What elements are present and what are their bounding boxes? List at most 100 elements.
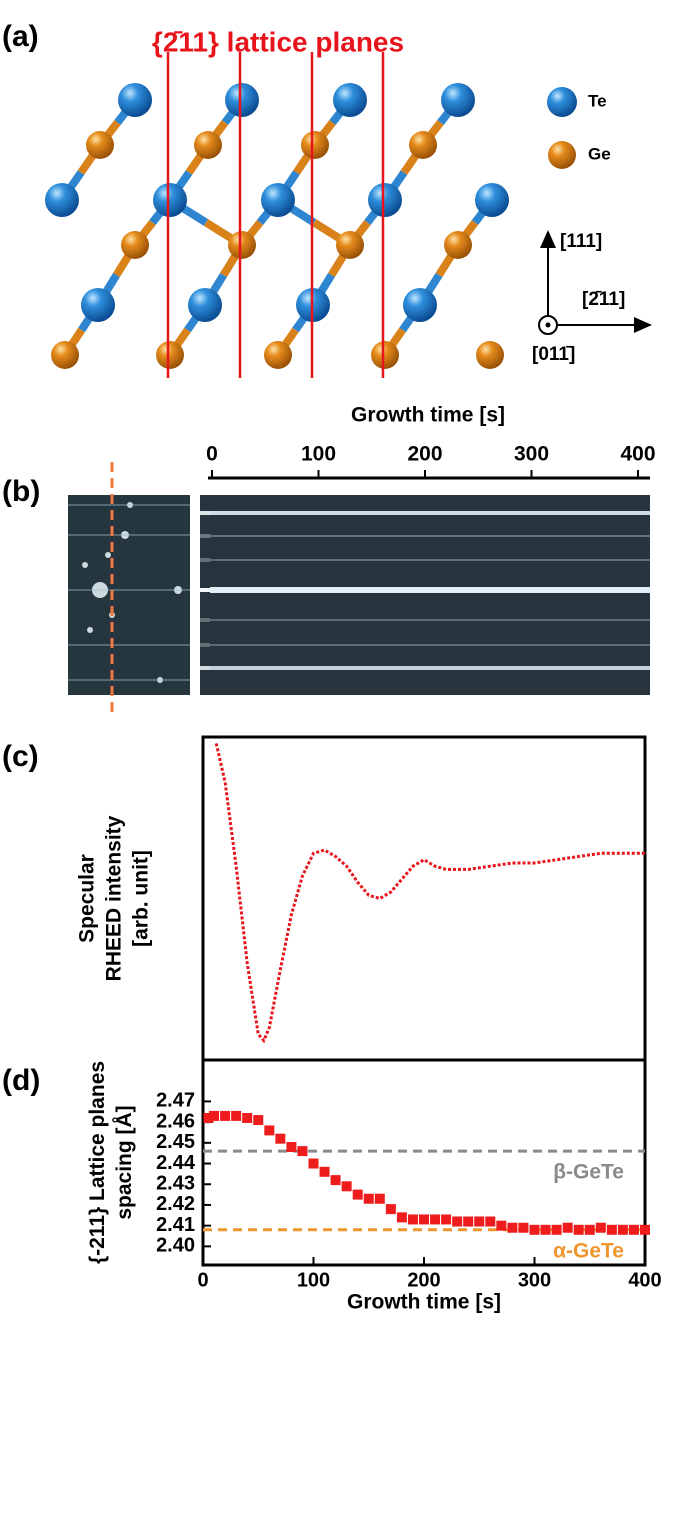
data-point [363,1193,374,1204]
ge-atom [156,341,184,369]
data-point [319,1166,330,1177]
data-point [452,1216,463,1227]
streak [210,559,650,561]
data-point [628,1224,639,1235]
rheed-streak-image [200,495,650,695]
ge-atom [301,131,329,159]
y-tick-label: 2.41 [156,1214,195,1236]
data-point [573,1224,584,1235]
axis-title: Growth time [s] [347,1291,501,1314]
panel-label: (b) [2,475,40,508]
streak [210,644,650,646]
streak [210,619,650,621]
direction-label: [2̄11] [582,289,625,310]
data-point [209,1110,220,1121]
diffraction-spot [87,627,93,633]
data-point [396,1212,407,1223]
x-tick-label: 300 [518,1269,551,1291]
data-point [430,1214,441,1225]
data-point [385,1204,396,1215]
data-point [407,1214,418,1225]
data-point [507,1222,518,1233]
data-point [330,1175,341,1186]
data-point [617,1224,628,1235]
reference-label: α-GeTe [553,1239,624,1262]
y-tick-label: 2.43 [156,1173,195,1195]
spot [200,534,210,538]
x-tick-label: 0 [206,443,218,466]
planes-title: {2̄11} lattice planes [152,26,404,57]
data-point [485,1216,496,1227]
y-axis-title: spacing [Å] [112,1105,136,1219]
panel-label: (d) [2,1064,40,1097]
y-axis-title: RHEED intensity [103,815,126,981]
te-atom [261,183,295,217]
te-atom [188,288,222,322]
ge-atom [444,231,472,259]
spot [200,666,210,670]
x-tick-label: 400 [628,1269,661,1291]
data-point [419,1214,429,1225]
y-tick-label: 2.46 [156,1110,195,1132]
axis-title: Growth time [s] [351,404,505,427]
data-point [264,1125,275,1136]
te-atom [475,183,509,217]
data-point [341,1181,352,1192]
out-of-plane-dot [545,322,551,328]
x-tick-label: 100 [297,1269,330,1291]
data-point [297,1146,308,1157]
te-atom [368,183,402,217]
y-tick-label: 2.47 [156,1090,195,1112]
y-tick-label: 2.44 [156,1152,196,1174]
data-point [474,1216,485,1227]
ge-atom [228,231,256,259]
spot [200,618,210,622]
y-tick-label: 2.40 [156,1235,195,1257]
x-tick-label: 400 [620,443,655,466]
ge-atom [121,231,149,259]
data-point [640,1224,650,1235]
te-atom [403,288,437,322]
te-atom [333,83,367,117]
data-point [374,1193,385,1204]
te-atom [118,83,152,117]
data-point [220,1110,231,1121]
ge-atom [336,231,364,259]
rheed-images [68,462,650,718]
streak [210,587,650,593]
data-point [562,1222,573,1233]
y-axis-title: [arb. unit] [130,850,153,947]
data-point [275,1133,286,1144]
data-point [242,1112,253,1123]
legend-label: Te [588,91,607,110]
data-point [203,1112,214,1123]
plot-frame [201,735,647,1062]
ge-atom [264,341,292,369]
streak [210,666,650,670]
legend-ge-atom [548,141,576,169]
direction-label: [111] [560,231,602,252]
data-point [308,1158,319,1169]
crystal-structure [45,52,509,378]
data-point [518,1222,529,1233]
spot [200,643,210,647]
y-tick-label: 2.42 [156,1193,195,1215]
data-point [496,1220,507,1231]
y-axis-title: Specular [76,854,99,943]
x-tick-label: 200 [407,443,442,466]
panel-label: (a) [2,20,39,53]
data-point [551,1224,562,1235]
data-point [463,1216,474,1227]
y-axis-title: {-211} Lattice planes [86,1061,109,1264]
data-point [286,1141,297,1152]
ge-atom [86,131,114,159]
x-tick-label: 100 [301,443,336,466]
reference-label: β-GeTe [553,1161,624,1184]
diffraction-spot [82,562,88,568]
diffraction-spot [105,552,111,558]
spot [200,588,210,592]
ge-atom [476,341,504,369]
ge-atom [194,131,222,159]
data-point [529,1224,540,1235]
